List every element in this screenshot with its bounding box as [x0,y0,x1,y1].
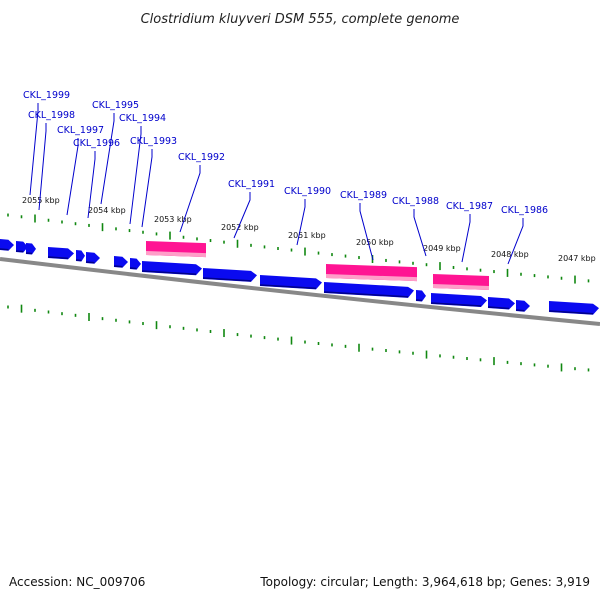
gene-label-ckl-1988[interactable]: CKL_1988 [392,196,439,207]
gene-leader-line [461,214,471,263]
gene-leader-line [233,192,251,239]
cds-arrow-shade [323,291,409,298]
kbp-label: 2055 kbp [22,196,60,205]
gene-label-ckl-1994[interactable]: CKL_1994 [119,113,166,124]
gene-label-ckl-1992[interactable]: CKL_1992 [178,152,225,163]
kbp-label: 2047 kbp [558,254,596,263]
cds-arrow[interactable] [416,290,426,302]
genome-backbone [0,257,600,326]
outer-tick-ring [7,213,590,284]
gene-leader-line [38,123,47,211]
gene-label-ckl-1991[interactable]: CKL_1991 [228,179,275,190]
inner-tick-ring [7,304,590,372]
kbp-label: 2051 kbp [288,231,326,240]
cds-arrow-shade [487,306,510,310]
kbp-label: 2054 kbp [88,206,126,215]
cds-arrow-shade [415,299,423,302]
rna-feature-shade [433,284,489,290]
cds-arrow[interactable] [86,252,100,264]
gene-labels: CKL_1999 CKL_1998 CKL_1997 CKL_1996 CKL_1995… [23,90,548,216]
gene-leader-line [413,209,427,257]
cds-arrow-shade [141,270,197,275]
gene-label-ckl-1995[interactable]: CKL_1995 [92,100,139,111]
gene-leader-line [507,218,524,265]
cds-features [0,239,599,315]
gene-leader-line [359,203,374,261]
genome-summary: Topology: circular; Length: 3,964,618 bp… [259,575,590,589]
gene-leader-line [100,113,115,205]
cds-arrow-shade [47,256,69,260]
cds-arrow-shade [85,261,95,264]
cds-arrow[interactable] [76,250,85,262]
cds-arrow-shade [259,284,317,290]
gene-leader-line [141,149,153,228]
kbp-label: 2048 kbp [491,250,529,259]
gene-label-ckl-1996[interactable]: CKL_1996 [73,138,120,149]
gene-leader-line [296,199,306,246]
rna-features [146,241,489,290]
cds-arrow-shade [15,250,24,253]
rna-feature-shade [326,274,417,282]
cds-arrow[interactable] [48,247,74,260]
cds-arrow-shade [202,277,252,282]
cds-arrow[interactable] [16,241,28,253]
gene-leader-line [29,103,39,196]
gene-label-ckl-1987[interactable]: CKL_1987 [446,201,493,212]
cds-arrow-shade [25,252,33,255]
accession-label: Accession: NC_009706 [9,575,145,589]
rna-feature-shade [146,251,206,258]
cds-arrow-shade [548,310,594,315]
cds-arrow-shade [129,267,137,270]
cds-arrow-shade [113,265,123,268]
kbp-label: 2049 kbp [423,244,461,253]
gene-label-ckl-1989[interactable]: CKL_1989 [340,190,387,201]
map-title: Clostridium kluyveri DSM 555, complete g… [141,12,460,27]
cds-arrow[interactable] [0,239,14,251]
gene-label-ckl-1998[interactable]: CKL_1998 [28,110,75,121]
gene-leader-line [87,151,96,219]
gene-leader-line [179,165,201,233]
gene-leader-line [129,126,142,225]
cds-arrow[interactable] [516,300,530,312]
gene-label-ckl-1990[interactable]: CKL_1990 [284,186,331,197]
gene-label-ckl-1993[interactable]: CKL_1993 [130,136,177,147]
cds-arrow[interactable] [26,243,36,255]
cds-arrow-shade [430,302,482,307]
cds-arrow[interactable] [114,256,128,268]
kbp-label: 2050 kbp [356,238,394,247]
gene-leader-line [66,138,79,216]
gene-label-ckl-1997[interactable]: CKL_1997 [57,125,104,136]
cds-arrow-shade [515,309,525,312]
gene-label-ckl-1986[interactable]: CKL_1986 [501,205,548,216]
cds-arrow-shade [0,248,9,251]
cds-arrow[interactable] [488,297,515,310]
gene-leader-lines [29,103,524,265]
cds-arrow[interactable] [130,258,141,270]
kbp-label: 2053 kbp [154,215,192,224]
kbp-axis-labels: 2055 kbp 2054 kbp 2053 kbp 2052 kbp 2051 kbp… [22,196,596,263]
gene-label-ckl-1999[interactable]: CKL_1999 [23,90,70,101]
kbp-label: 2052 kbp [221,223,259,232]
